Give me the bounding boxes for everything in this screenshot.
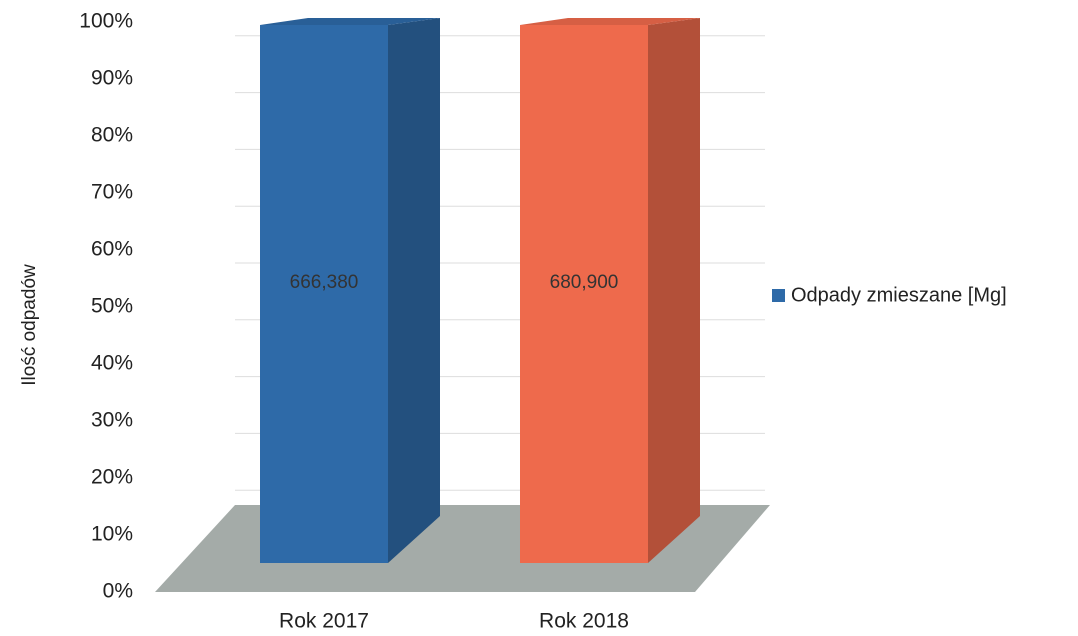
legend-swatch — [772, 289, 785, 302]
bar-side — [648, 18, 700, 563]
y-tick-label: 90% — [91, 67, 133, 90]
bar-top — [260, 18, 440, 25]
x-tick-label: Rok 2018 — [539, 610, 629, 633]
y-tick-label: 50% — [91, 295, 133, 318]
x-tick-label: Rok 2017 — [279, 610, 369, 633]
data-label: 680,900 — [550, 272, 619, 293]
y-tick-label: 20% — [91, 466, 133, 489]
y-tick-label: 60% — [91, 238, 133, 261]
bar-top — [520, 18, 700, 25]
legend-label: Odpady zmieszane [Mg] — [791, 284, 1007, 306]
y-tick-label: 70% — [91, 181, 133, 204]
y-tick-label: 10% — [91, 523, 133, 546]
y-axis-label: Ilość odpadów — [19, 264, 40, 386]
bar — [260, 25, 388, 563]
y-tick-label: 40% — [91, 352, 133, 375]
y-tick-label: 0% — [103, 580, 133, 603]
y-tick-label: 80% — [91, 124, 133, 147]
y-tick-label: 30% — [91, 409, 133, 432]
data-label: 666,380 — [290, 272, 359, 293]
y-tick-label: 100% — [79, 10, 133, 33]
bar — [520, 25, 648, 563]
bar-side — [388, 18, 440, 563]
